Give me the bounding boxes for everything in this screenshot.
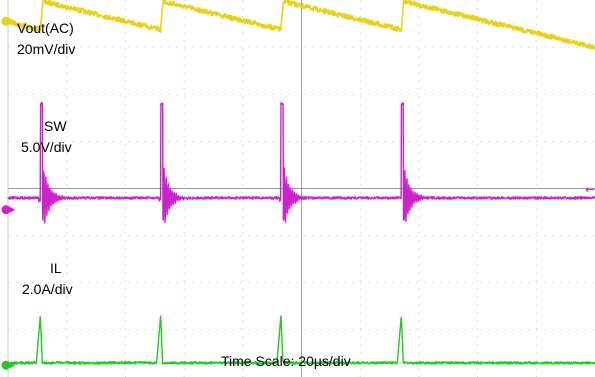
vout-ground-marker [1, 16, 11, 26]
sw-ground-marker [1, 205, 11, 215]
sw-scale-label: 5.0V/div [21, 139, 72, 155]
il-channel-label: IL [50, 260, 62, 276]
il-ground-marker-pointer [10, 362, 15, 369]
sw-channel-label: SW [44, 118, 67, 134]
vout-scale-label: 20mV/div [17, 41, 75, 57]
vout-ground-marker-pointer [10, 18, 15, 25]
sw-trace [7, 101, 595, 224]
il-trace [7, 315, 595, 365]
vout-channel-label: Vout(AC) [17, 20, 74, 36]
scope-grid [7, 0, 595, 377]
vout-trace [7, 0, 595, 50]
il-ground-marker [1, 360, 11, 370]
trigger-level-icon: ← [585, 183, 595, 197]
sw-ground-marker-pointer [10, 206, 15, 213]
channel-markers: ← [1, 16, 595, 370]
il-scale-label: 2.0A/div [22, 281, 73, 297]
waveform-traces [7, 0, 595, 365]
time-scale-label: Time Scale: 20µs/div [221, 353, 351, 369]
